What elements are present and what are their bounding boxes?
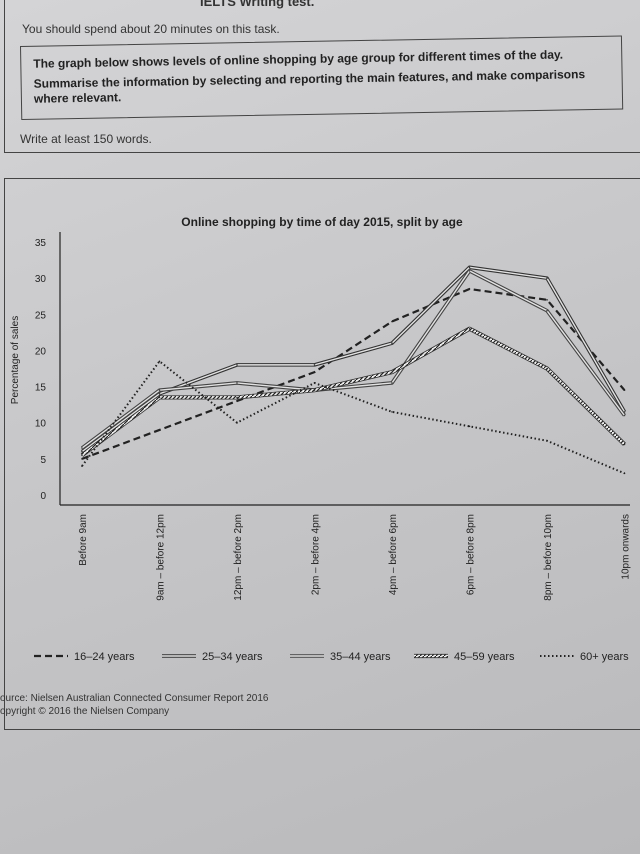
data-point <box>623 443 626 446</box>
chart-frame <box>4 178 640 730</box>
y-tick-label: 20 <box>35 346 47 357</box>
data-point <box>236 382 238 384</box>
legend-entry: 45–59 years <box>414 651 515 663</box>
source-text: ource: Nielsen Australian Connected Cons… <box>0 693 269 704</box>
time-instruction: You should spend about 20 minutes on thi… <box>22 22 280 36</box>
x-tick-label: 2pm – before 4pm <box>311 514 322 595</box>
data-point <box>468 288 471 290</box>
data-point <box>623 414 626 417</box>
data-point <box>81 465 83 467</box>
data-point <box>391 382 393 384</box>
y-tick-label: 10 <box>35 419 47 430</box>
legend-entry: 25–34 years <box>162 651 263 663</box>
data-point <box>158 396 161 399</box>
legend-label: 16–24 years <box>74 651 135 663</box>
data-point <box>546 299 548 301</box>
data-point <box>313 364 316 366</box>
legend-entry: 35–44 years <box>290 651 391 663</box>
legend-label: 25–34 years <box>202 651 263 663</box>
legend-label: 45–59 years <box>454 651 515 663</box>
y-tick-label: 5 <box>40 455 46 466</box>
data-point <box>391 411 393 413</box>
x-tick-label: Before 9am <box>78 514 89 566</box>
series-line-4 <box>81 360 626 475</box>
legend-entry: 16–24 years <box>34 651 135 663</box>
legend-label: 35–44 years <box>330 651 391 663</box>
data-point <box>468 425 471 428</box>
data-point <box>623 472 626 475</box>
data-point <box>158 429 161 431</box>
data-point <box>158 389 161 391</box>
word-count-instruction: Write at least 150 words. <box>20 132 152 146</box>
data-point <box>546 367 548 370</box>
chart-title: Online shopping by time of day 2015, spl… <box>181 215 463 229</box>
task-frame <box>4 0 640 153</box>
data-point <box>81 458 83 460</box>
series-line-2 <box>80 269 626 450</box>
data-point <box>81 450 83 453</box>
y-tick-label: 30 <box>35 274 47 285</box>
copyright-text: opyright © 2016 the Nielsen Company <box>0 706 170 717</box>
x-tick-label: 12pm – before 2pm <box>233 514 244 601</box>
legend-label: 60+ years <box>580 651 629 663</box>
x-tick-label: 9am – before 12pm <box>156 514 167 601</box>
y-tick-label: 35 <box>35 238 47 249</box>
y-tick-label: 25 <box>35 310 47 321</box>
x-tick-label: 8pm – before 10pm <box>543 514 554 601</box>
x-tick-label: 4pm – before 6pm <box>388 514 399 595</box>
y-tick-label: 15 <box>35 383 47 394</box>
data-point <box>623 389 626 391</box>
data-point <box>236 396 238 399</box>
data-point <box>81 447 83 449</box>
series-line-3 <box>80 326 626 457</box>
x-tick-label: 6pm – before 8pm <box>466 514 477 595</box>
data-point <box>313 371 316 373</box>
series-line-0 <box>81 287 626 460</box>
data-point <box>468 266 471 269</box>
data-point <box>546 439 548 442</box>
data-point <box>391 342 393 345</box>
data-point <box>546 277 548 279</box>
data-point <box>468 327 471 330</box>
data-point <box>313 382 316 384</box>
legend-entry: 60+ years <box>540 651 629 663</box>
data-point <box>158 360 161 363</box>
data-point <box>236 421 238 424</box>
x-tick-label: 10pm onwards <box>621 514 632 580</box>
data-point <box>391 320 393 323</box>
series-line-1 <box>80 265 627 454</box>
data-point <box>158 393 161 395</box>
test-title: IELTS Writing test. <box>200 0 315 9</box>
data-point <box>81 454 83 457</box>
data-point <box>313 389 316 391</box>
data-point <box>468 270 471 272</box>
data-point <box>236 400 238 402</box>
y-axis-label: Percentage of sales <box>10 316 21 404</box>
data-point <box>546 309 548 312</box>
y-tick-label: 0 <box>40 491 46 502</box>
data-point <box>391 371 393 373</box>
data-point <box>236 364 238 366</box>
